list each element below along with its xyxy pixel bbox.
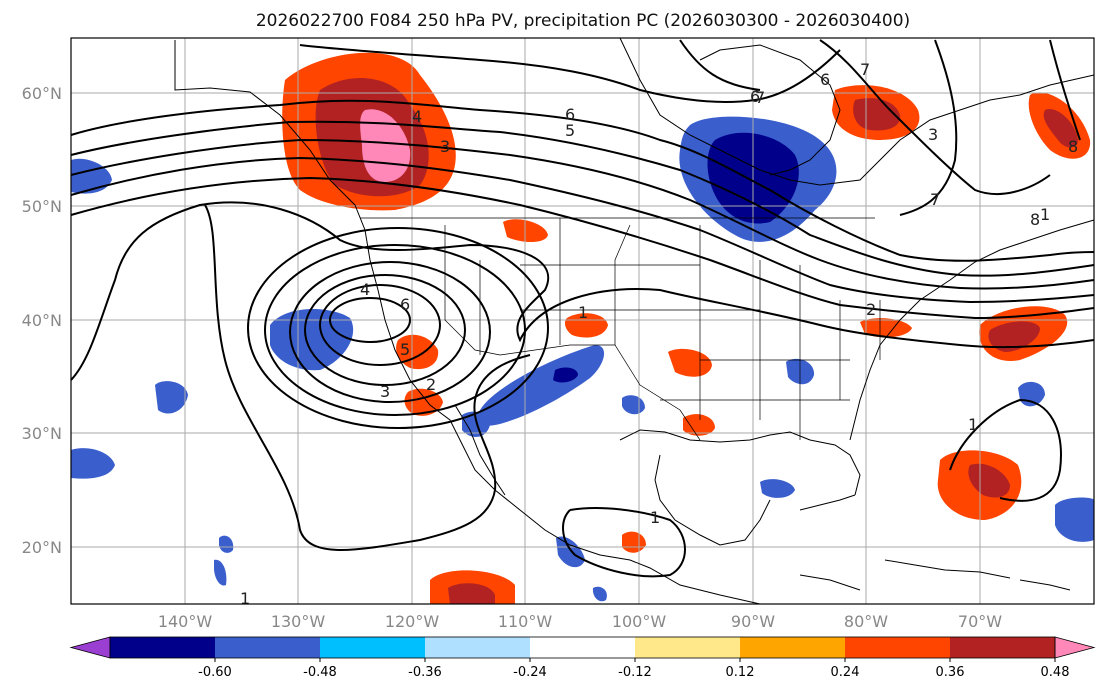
- precip-anomaly-newfoundland-strong: [1043, 109, 1078, 148]
- precip-anomaly-panama: [556, 536, 585, 568]
- contour-label: 1: [578, 303, 588, 322]
- longitude-labels: 140°W 130°W 120°W 110°W 100°W 90°W 80°W …: [158, 612, 1002, 631]
- contour-label: 6: [750, 87, 760, 106]
- precip-anomaly-southwest: [478, 345, 605, 426]
- contour-label: 7: [860, 60, 870, 79]
- precip-anomaly-hawaii: [71, 448, 115, 479]
- contour-label: 1: [968, 415, 978, 434]
- contour-label: 8: [1030, 210, 1040, 229]
- map-panel: 7 6 6 5 4 3 6 7 5 4 3 2 2 1 1 1 1 1 3 6 …: [70, 37, 1095, 608]
- contour-labels: 7 6 6 5 4 3 6 7 5 4 3 2 2 1 1 1 1 1 3 6 …: [240, 60, 1078, 608]
- map-frame: [70, 37, 1095, 605]
- contour-label: 6: [400, 295, 410, 314]
- borders: [360, 217, 881, 441]
- contour-label: 5: [565, 121, 575, 140]
- precip-anomaly-texas: [683, 414, 715, 436]
- colorbar-arrow-max: [1054, 636, 1096, 659]
- latitude-labels: 20°N 30°N 40°N 50°N 60°N: [22, 84, 62, 557]
- colorbar-tick-label: -0.12: [618, 665, 652, 680]
- lat-label: 50°N: [22, 197, 62, 216]
- contour-label: 6: [565, 105, 575, 124]
- colorbar-arrow-min: [69, 636, 111, 659]
- precip-anomaly-midatlantic: [860, 318, 912, 338]
- lon-label: 140°W: [158, 612, 213, 631]
- contour-label: 3: [380, 382, 390, 401]
- contour-label: 4: [360, 280, 370, 299]
- colorbar-tick-label: -0.24: [513, 665, 547, 680]
- colorbar-segment: [950, 637, 1055, 658]
- contour-label: 4: [412, 107, 422, 126]
- colorbar-tick-label: 0.12: [726, 665, 755, 680]
- precip-anomaly-atlantic-strong: [988, 321, 1040, 352]
- contour-label: 2: [866, 300, 876, 319]
- lat-label: 40°N: [22, 311, 62, 330]
- precip-anomaly-subtropical-atlantic-strong: [968, 463, 1010, 498]
- colorbar-tick-label: 0.48: [1041, 665, 1070, 680]
- precip-anomaly-gulf-california: [462, 411, 490, 437]
- contour-label: 7: [930, 190, 940, 209]
- lon-label: 100°W: [612, 612, 667, 631]
- lon-label: 80°W: [844, 612, 888, 631]
- contour-label: 1: [1040, 205, 1050, 224]
- precip-anomaly-quebec-strong: [853, 98, 901, 131]
- coastlines: [174, 37, 1095, 605]
- colorbar-segment: [530, 637, 635, 658]
- precip-anomaly-cuba: [760, 479, 795, 498]
- lon-label: 70°W: [958, 612, 1002, 631]
- colorbar-segment: [635, 637, 740, 658]
- contour-label: 3: [928, 125, 938, 144]
- contour-label: 5: [400, 340, 410, 359]
- precip-anomaly-small: [219, 535, 234, 553]
- precip-anomaly-pacific-central: [155, 381, 188, 414]
- contour-label: 2: [426, 375, 436, 394]
- contour-label: 7: [755, 88, 765, 107]
- colorbar-tick-label: -0.36: [408, 665, 442, 680]
- colorbar-tick-label: 0.24: [831, 665, 860, 680]
- precip-anomaly-southwest-strong: [553, 367, 578, 383]
- contour-label: 1: [240, 589, 250, 608]
- contour-label: 8: [1068, 137, 1078, 156]
- colorbar-tick-label: 0.36: [936, 665, 965, 680]
- contour-label: 3: [440, 137, 450, 156]
- precip-anomaly-small-2: [214, 559, 227, 586]
- lon-label: 130°W: [271, 612, 326, 631]
- colorbar-tick-label: -0.48: [303, 665, 337, 680]
- precip-anomaly-east-caribbean: [1055, 497, 1094, 542]
- lat-label: 20°N: [22, 538, 62, 557]
- lon-label: 90°W: [731, 612, 775, 631]
- pv-contours: [70, 39, 1095, 578]
- lon-label: 120°W: [385, 612, 440, 631]
- colorbar-segment: [110, 637, 215, 658]
- precip-anomaly-small-3: [592, 586, 607, 602]
- lat-label: 30°N: [22, 424, 62, 443]
- lat-label: 60°N: [22, 84, 62, 103]
- contour-label: 6: [820, 70, 830, 89]
- lon-label: 110°W: [498, 612, 553, 631]
- colorbar-segment: [215, 637, 320, 658]
- colorbar-segment: [845, 637, 950, 658]
- colorbar: -0.60 -0.48 -0.36 -0.24 -0.12 0.12 0.24 0.36 0.4…: [69, 636, 1096, 680]
- colorbar-tick-label: -0.60: [198, 665, 232, 680]
- precip-anomaly-oklahoma: [668, 348, 712, 377]
- precip-anomaly-colorado: [564, 313, 608, 338]
- contour-label: 1: [650, 508, 660, 527]
- colorbar-segment: [740, 637, 845, 658]
- precip-anomaly-tropical-pacific-strong: [448, 583, 495, 604]
- colorbar-segment: [320, 637, 425, 658]
- colorbar-segment: [425, 637, 530, 658]
- figure-title: 2026022700 F084 250 hPa PV, precipitatio…: [256, 11, 910, 31]
- colorbar-frame: [109, 636, 1056, 659]
